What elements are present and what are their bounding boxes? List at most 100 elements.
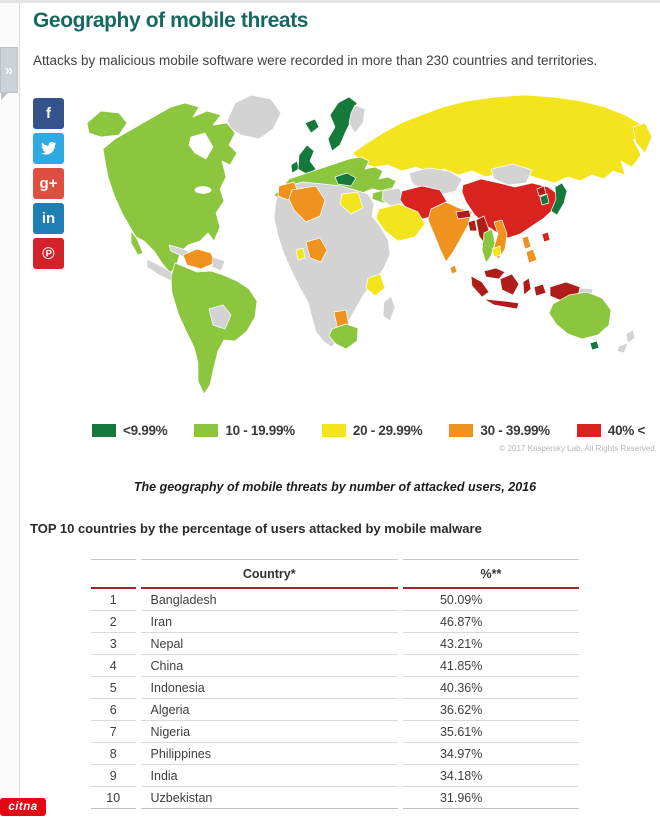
linkedin-share-button[interactable]: in xyxy=(33,203,64,234)
map-region-borneo xyxy=(499,273,520,296)
map-region-indonesia-east xyxy=(533,283,547,297)
legend-swatch xyxy=(321,424,346,437)
page-title: Geography of mobile threats xyxy=(33,9,309,32)
rank-cell: 2 xyxy=(91,611,136,633)
table-row: 2 Iran 46.87% xyxy=(91,611,579,633)
social-share-bar: f g+ in ℗ xyxy=(33,98,64,269)
pct-cell: 36.62% xyxy=(402,699,579,721)
top10-heading: TOP 10 countries by the percentage of us… xyxy=(30,521,482,536)
table-row: 10 Uzbekistan 31.96% xyxy=(91,787,579,809)
map-region-cambodia xyxy=(491,245,502,258)
map-region-egypt xyxy=(339,191,364,215)
map-legend: <9.99% 10 - 19.99% 20 - 29.99% 30 - 39.99% 4… xyxy=(92,423,645,438)
rank-cell: 7 xyxy=(91,721,136,743)
citna-logo[interactable]: citna xyxy=(0,798,46,816)
left-gutter xyxy=(0,3,20,817)
map-region-algeria xyxy=(288,185,326,223)
map-region-south-korea xyxy=(539,193,550,206)
rank-cell: 10 xyxy=(91,787,136,809)
rank-column-header xyxy=(91,559,136,589)
pct-cell: 34.18% xyxy=(402,765,579,787)
map-region-new-zealand xyxy=(625,329,636,344)
country-cell: Bangladesh xyxy=(140,589,398,611)
facebook-icon: f xyxy=(46,105,51,122)
linkedin-icon: in xyxy=(41,210,56,227)
map-region-scandinavia xyxy=(327,96,358,152)
copyright-text: © 2017 Kaspersky Lab. All Rights Reserve… xyxy=(499,444,657,453)
map-region-alaska xyxy=(86,110,128,138)
map-region-philippines xyxy=(525,248,538,264)
pct-cell: 46.87% xyxy=(402,611,579,633)
country-cell: Philippines xyxy=(140,743,398,765)
map-region-sri-lanka xyxy=(449,264,458,275)
legend-swatch xyxy=(449,424,474,437)
map-region-bolivia xyxy=(208,304,232,330)
map-region-greenland xyxy=(226,94,282,140)
map-region-malaysia xyxy=(483,267,506,280)
pct-cell: 50.09% xyxy=(402,589,579,611)
map-region-north-korea xyxy=(536,185,547,197)
legend-label: 40% < xyxy=(607,423,646,438)
pct-cell: 35.61% xyxy=(402,721,579,743)
legend-item: 10 - 19.99% xyxy=(194,423,295,438)
map-region-ghana xyxy=(295,247,306,261)
map-region-mongolia xyxy=(490,163,533,186)
country-column-header: Country* xyxy=(140,559,398,589)
map-region-central-europe xyxy=(334,172,357,187)
legend-item: 20 - 29.99% xyxy=(321,423,423,438)
legend-label: 30 - 39.99% xyxy=(480,423,550,438)
country-cell: Algeria xyxy=(140,699,398,721)
pct-cell: 41.85% xyxy=(402,655,579,677)
map-region-sumatra xyxy=(470,275,490,298)
rank-cell: 5 xyxy=(91,677,136,699)
legend-label: <9.99% xyxy=(123,423,168,438)
map-region-uk xyxy=(297,144,317,176)
twitter-bird-icon xyxy=(40,141,57,155)
pinterest-icon: ℗ xyxy=(42,243,55,263)
rank-cell: 9 xyxy=(91,765,136,787)
googleplus-share-button[interactable]: g+ xyxy=(33,168,64,199)
twitter-share-button[interactable] xyxy=(33,133,64,164)
rank-cell: 3 xyxy=(91,633,136,655)
legend-swatch xyxy=(576,424,601,437)
legend-swatch xyxy=(92,424,116,437)
table-row: 4 China 41.85% xyxy=(91,655,579,677)
map-caption: The geography of mobile threats by numbe… xyxy=(133,480,537,494)
country-cell: India xyxy=(140,765,398,787)
rank-cell: 6 xyxy=(91,699,136,721)
table-row: 8 Philippines 34.97% xyxy=(91,743,579,765)
map-region-south-africa xyxy=(328,323,359,350)
pinterest-share-button[interactable]: ℗ xyxy=(33,238,64,269)
facebook-share-button[interactable]: f xyxy=(33,98,64,129)
map-region-guyanas xyxy=(211,256,226,272)
table-row: 5 Indonesia 40.36% xyxy=(91,677,579,699)
map-region-nigeria xyxy=(305,237,328,263)
legend-item: 30 - 39.99% xyxy=(449,423,550,438)
country-cell: Nigeria xyxy=(140,721,398,743)
map-region-africa xyxy=(273,181,391,348)
rank-cell: 8 xyxy=(91,743,136,765)
map-region-baja xyxy=(130,230,144,256)
legend-swatch xyxy=(194,424,219,437)
sidebar-expand-tab[interactable]: » xyxy=(0,47,18,100)
world-threat-map xyxy=(85,91,658,413)
pct-column-header: %** xyxy=(402,559,579,589)
map-region-tasmania xyxy=(589,340,600,351)
map-region-saudi-arabia xyxy=(375,203,426,242)
legend-item: 40% < xyxy=(576,423,646,438)
legend-item: <9.99% xyxy=(92,423,168,438)
country-cell: Uzbekistan xyxy=(140,787,398,809)
map-region-thailand xyxy=(481,228,496,264)
map-region-japan xyxy=(550,182,568,216)
map-region-south-america xyxy=(170,262,258,395)
country-cell: Indonesia xyxy=(140,677,398,699)
map-region-philippines xyxy=(521,235,532,250)
pct-cell: 40.36% xyxy=(402,677,579,699)
legend-label: 20 - 29.99% xyxy=(352,423,423,438)
map-region-iceland xyxy=(304,118,320,134)
table-row: 6 Algeria 36.62% xyxy=(91,699,579,721)
map-region-java xyxy=(483,298,520,310)
map-region-madagascar xyxy=(382,295,396,322)
map-region-australia xyxy=(548,291,612,340)
pct-cell: 34.97% xyxy=(402,743,579,765)
